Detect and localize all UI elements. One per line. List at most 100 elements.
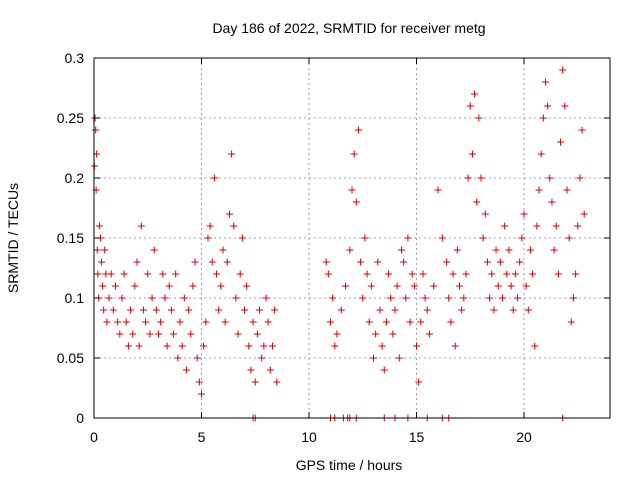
data-point xyxy=(107,270,115,278)
y-tick-label: 0.05 xyxy=(57,350,84,366)
data-point xyxy=(142,318,150,326)
data-point xyxy=(213,270,221,278)
x-tick-label: 20 xyxy=(516,429,532,445)
data-point xyxy=(333,330,341,338)
data-point xyxy=(483,258,491,266)
data-point xyxy=(479,234,487,242)
data-point xyxy=(490,306,498,314)
data-point xyxy=(109,306,117,314)
data-point xyxy=(522,282,530,290)
data-point xyxy=(223,258,231,266)
data-point xyxy=(578,126,586,134)
data-point xyxy=(438,234,446,242)
data-point xyxy=(387,294,395,302)
x-tick-label: 5 xyxy=(198,429,206,445)
data-point xyxy=(249,318,257,326)
data-point xyxy=(511,270,519,278)
data-point xyxy=(271,306,279,314)
data-point xyxy=(354,126,362,134)
data-point xyxy=(144,270,152,278)
data-point xyxy=(462,270,470,278)
data-point xyxy=(580,210,588,218)
data-point xyxy=(557,138,565,146)
data-point xyxy=(327,318,334,326)
data-point xyxy=(105,294,113,302)
data-point xyxy=(361,234,369,242)
data-point xyxy=(567,318,575,326)
data-point xyxy=(385,270,393,278)
data-point xyxy=(499,294,506,302)
data-point xyxy=(266,366,274,374)
data-point xyxy=(363,270,371,278)
data-point xyxy=(185,306,193,314)
chart-title: Day 186 of 2022, SRMTID for receiver met… xyxy=(212,20,485,36)
data-point xyxy=(466,102,474,110)
data-point xyxy=(417,318,425,326)
data-point xyxy=(468,150,476,158)
data-point xyxy=(236,270,244,278)
data-point xyxy=(410,282,418,290)
data-point xyxy=(100,306,108,314)
data-point xyxy=(464,174,472,182)
data-point xyxy=(393,282,401,290)
data-point xyxy=(200,342,208,350)
data-point xyxy=(372,330,380,338)
data-point xyxy=(445,294,453,302)
data-point xyxy=(155,330,162,338)
y-tick-label: 0.25 xyxy=(57,110,84,126)
data-point xyxy=(264,318,272,326)
data-point xyxy=(430,282,438,290)
data-point xyxy=(129,330,137,338)
data-point xyxy=(122,318,130,326)
data-point xyxy=(215,306,223,314)
data-point xyxy=(346,246,354,254)
data-point xyxy=(93,246,101,254)
data-point xyxy=(531,342,539,350)
data-point xyxy=(170,330,178,338)
data-point xyxy=(124,342,132,350)
data-point xyxy=(494,282,502,290)
data-point xyxy=(501,222,509,230)
data-point xyxy=(191,258,199,266)
data-point xyxy=(413,342,420,350)
data-point xyxy=(193,354,201,362)
data-point xyxy=(378,342,386,350)
data-point xyxy=(247,366,255,374)
data-point xyxy=(103,318,111,326)
data-point xyxy=(458,306,466,314)
y-axis-ticks: 0 0.05 0.1 0.15 0.2 0.25 0.3 xyxy=(57,50,610,426)
data-point xyxy=(380,366,388,374)
data-point xyxy=(542,78,549,86)
data-point xyxy=(548,198,556,206)
data-point xyxy=(533,222,541,230)
data-point xyxy=(460,294,468,302)
data-point xyxy=(505,246,513,254)
data-point xyxy=(137,222,145,230)
data-point xyxy=(92,126,100,134)
data-point xyxy=(167,306,175,314)
data-point xyxy=(253,330,261,338)
data-point xyxy=(374,258,382,266)
data-point xyxy=(180,294,188,302)
data-point xyxy=(561,102,569,110)
data-point xyxy=(337,306,345,314)
data-point xyxy=(406,318,414,326)
data-point xyxy=(569,294,577,302)
data-point xyxy=(421,294,429,302)
data-point xyxy=(550,246,558,254)
data-point xyxy=(475,114,483,122)
data-point xyxy=(449,270,457,278)
data-point xyxy=(404,234,412,242)
data-point xyxy=(116,330,124,338)
data-point xyxy=(208,258,216,266)
data-point xyxy=(529,270,537,278)
x-axis-ticks: 0 5 10 15 20 xyxy=(90,58,532,445)
y-tick-label: 0.2 xyxy=(65,170,85,186)
data-point xyxy=(172,270,180,278)
data-point xyxy=(516,258,524,266)
data-point xyxy=(174,354,182,362)
data-point xyxy=(152,306,160,314)
data-point xyxy=(352,198,360,206)
